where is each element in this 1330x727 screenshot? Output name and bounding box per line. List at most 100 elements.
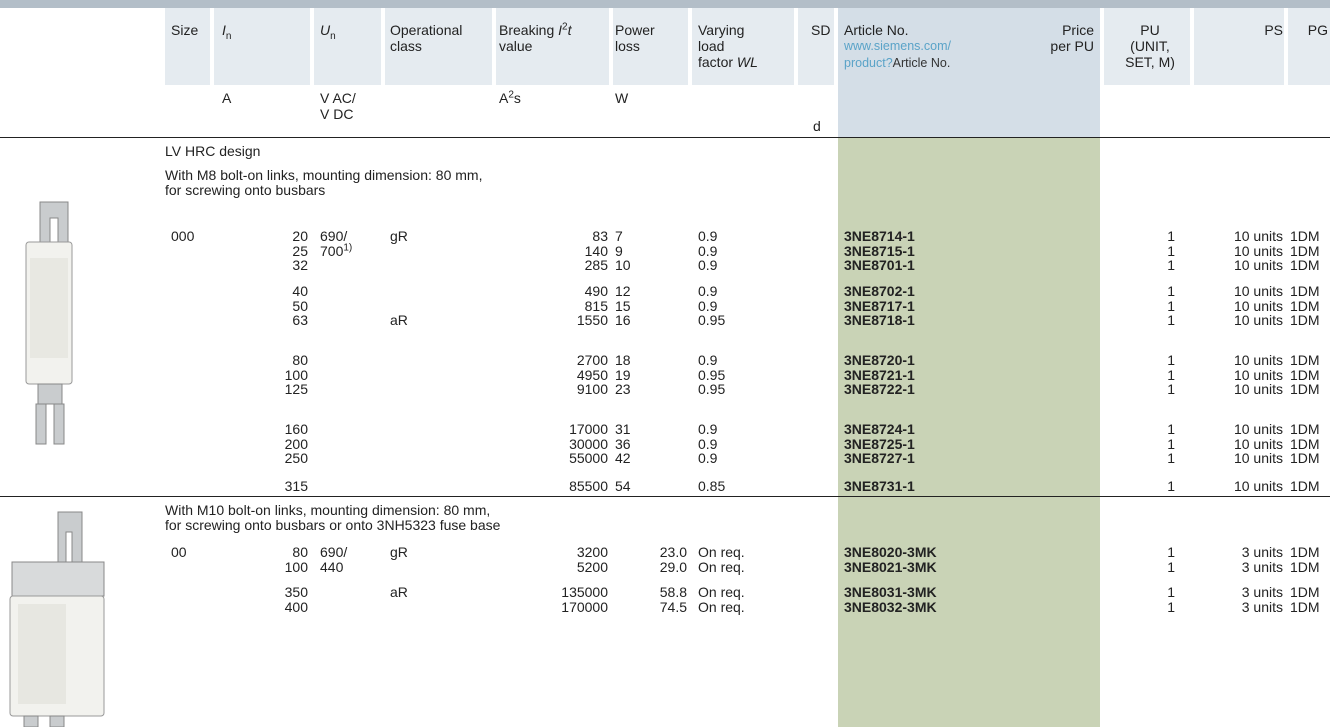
contact-blade <box>37 383 63 405</box>
cell-pu: 1 <box>1167 257 1175 274</box>
section-subtitle: for screwing onto busbars <box>165 182 326 198</box>
header-bg <box>214 8 310 85</box>
cell-size: 000 <box>171 228 195 244</box>
cell-pg: 1DM <box>1290 435 1320 452</box>
cell-article: 3NE8722-1 <box>844 381 915 398</box>
cell-pu: 1 <box>1167 352 1175 368</box>
cell-i2t: 55000 <box>569 450 608 467</box>
header-bg <box>613 8 688 85</box>
cell-pg: 1DM <box>1290 478 1320 494</box>
cell-i2t: 140 <box>584 242 608 259</box>
cell-in: 315 <box>284 478 308 494</box>
cell-wl: 0.95 <box>698 312 726 329</box>
cell-article: 3NE8731-1 <box>844 478 915 494</box>
cell-in: 32 <box>292 257 308 274</box>
cell-ps: 3 units <box>1241 558 1283 575</box>
cell-ps: 10 units <box>1233 283 1283 299</box>
cell-wl: 0.9 <box>698 450 718 467</box>
cell-pg: 1DM <box>1290 450 1320 467</box>
cell-loss: 23 <box>615 381 631 398</box>
cell-i2t: 83 <box>592 228 608 244</box>
cell-wl: 0.9 <box>698 352 718 368</box>
cell-ps: 10 units <box>1233 421 1283 437</box>
cell-pg: 1DM <box>1290 544 1320 560</box>
cell-wl: 0.95 <box>698 381 726 398</box>
cell-pu: 1 <box>1167 283 1175 299</box>
cell-ps: 10 units <box>1233 366 1283 383</box>
cell-ps: 3 units <box>1241 584 1283 600</box>
cell-article: 3NE8714-1 <box>844 228 915 244</box>
cell-class: gR <box>390 228 408 244</box>
header-loss-unit: W <box>615 90 629 106</box>
section-title: LV HRC design <box>165 143 261 159</box>
cell-pu: 1 <box>1167 435 1175 452</box>
contact-blade <box>57 511 83 563</box>
cell-pu: 1 <box>1167 381 1175 398</box>
article-column-bg <box>838 137 1100 727</box>
cell-article: 3NE8724-1 <box>844 421 915 437</box>
cell-article: 3NE8031-3MK <box>844 584 937 600</box>
top-bar <box>0 0 1330 8</box>
cell-pu: 1 <box>1167 228 1175 244</box>
header-article: Article No. www.siemens.com/product?Artic… <box>844 22 951 70</box>
cell-in: 125 <box>284 381 308 398</box>
cell-in: 100 <box>284 366 308 383</box>
cell-un: 690/ <box>320 228 348 244</box>
cell-wl: 0.9 <box>698 228 718 244</box>
cell-un: 440 <box>320 558 344 575</box>
cell-i2t: 5200 <box>576 558 608 575</box>
cell-loss: 12 <box>615 283 631 299</box>
cell-in: 40 <box>292 283 308 299</box>
section-subtitle: With M10 bolt-on links, mounting dimensi… <box>165 502 491 518</box>
contact-blade <box>39 201 69 243</box>
cell-loss: 74.5 <box>659 598 687 615</box>
cell-wl: 0.9 <box>698 421 718 437</box>
cell-wl: 0.9 <box>698 297 718 314</box>
cell-wl: 0.9 <box>698 257 718 274</box>
cell-article: 3NE8702-1 <box>844 283 915 299</box>
cell-article: 3NE8021-3MK <box>844 558 937 575</box>
cell-wl: 0.9 <box>698 242 718 259</box>
header-pu: PU (UNIT, SET, M) <box>1125 22 1175 70</box>
cell-pg: 1DM <box>1290 312 1320 329</box>
header-bg <box>838 8 1100 137</box>
cell-i2t: 135000 <box>561 584 608 600</box>
cell-article: 3NE8727-1 <box>844 450 915 467</box>
fuse-label <box>30 258 68 358</box>
header-in-unit: A <box>222 90 232 106</box>
cell-ps: 10 units <box>1233 381 1283 398</box>
cell-wl: 0.95 <box>698 366 726 383</box>
cell-loss: 54 <box>615 478 631 494</box>
cell-loss: 16 <box>615 312 631 329</box>
cell-class: gR <box>390 544 408 560</box>
cell-ps: 10 units <box>1233 242 1283 259</box>
product-image <box>9 511 105 727</box>
contact-blade <box>23 715 39 727</box>
cell-in: 160 <box>284 421 308 437</box>
section-subtitle: With M8 bolt-on links, mounting dimensio… <box>165 167 483 183</box>
cell-i2t: 3200 <box>576 544 608 560</box>
cell-loss: 7 <box>615 228 623 244</box>
cell-in: 350 <box>284 584 308 600</box>
header-size: Size <box>171 22 199 38</box>
cell-pu: 1 <box>1167 421 1175 437</box>
header-wl: Varying load factor WL <box>698 22 758 70</box>
cell-wl: 0.85 <box>698 478 726 494</box>
cell-pu: 1 <box>1167 450 1175 467</box>
cell-i2t: 2700 <box>576 352 608 368</box>
cell-in: 80 <box>292 544 308 560</box>
cell-ps: 3 units <box>1241 598 1283 615</box>
cell-pu: 1 <box>1167 478 1175 494</box>
cell-pg: 1DM <box>1290 584 1320 600</box>
cell-ps: 10 units <box>1233 228 1283 244</box>
cell-pu: 1 <box>1167 366 1175 383</box>
cell-pg: 1DM <box>1290 297 1320 314</box>
cell-size: 00 <box>171 544 187 560</box>
cell-loss: 31 <box>615 421 631 437</box>
cell-ps: 3 units <box>1241 544 1283 560</box>
cell-wl: 0.9 <box>698 435 718 452</box>
cell-ps: 10 units <box>1233 297 1283 314</box>
cell-ps: 10 units <box>1233 478 1283 494</box>
cell-loss: 23.0 <box>659 544 687 560</box>
